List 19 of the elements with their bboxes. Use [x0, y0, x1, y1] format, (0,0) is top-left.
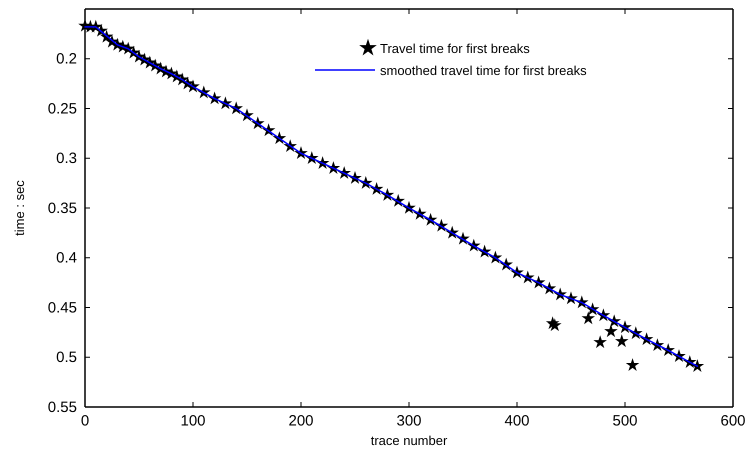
legend-label: smoothed travel time for first breaks	[380, 63, 588, 78]
y-tick-label: 0.4	[56, 250, 77, 267]
y-tick-label: 0.3	[56, 150, 77, 168]
x-tick-label: 0	[80, 412, 90, 430]
y-axis-title: time : sec	[12, 180, 27, 236]
y-tick-label: 0.25	[48, 100, 77, 118]
y-tick-label: 0.45	[48, 299, 77, 316]
x-tick-label: 100	[180, 412, 206, 430]
x-tick-label: 300	[396, 412, 422, 430]
y-tick-label: 0.35	[48, 200, 77, 217]
x-tick-label: 600	[720, 412, 746, 430]
x-tick-label: 500	[612, 412, 638, 430]
x-axis-title: trace number	[370, 433, 448, 448]
legend-label: Travel time for first breaks	[380, 41, 530, 56]
y-tick-label: 0.5	[56, 349, 77, 366]
x-tick-label: 400	[504, 412, 530, 430]
x-tick-label: 200	[288, 412, 314, 430]
y-tick-label: 0.2	[56, 50, 77, 68]
y-tick-label: 0.55	[48, 398, 77, 416]
